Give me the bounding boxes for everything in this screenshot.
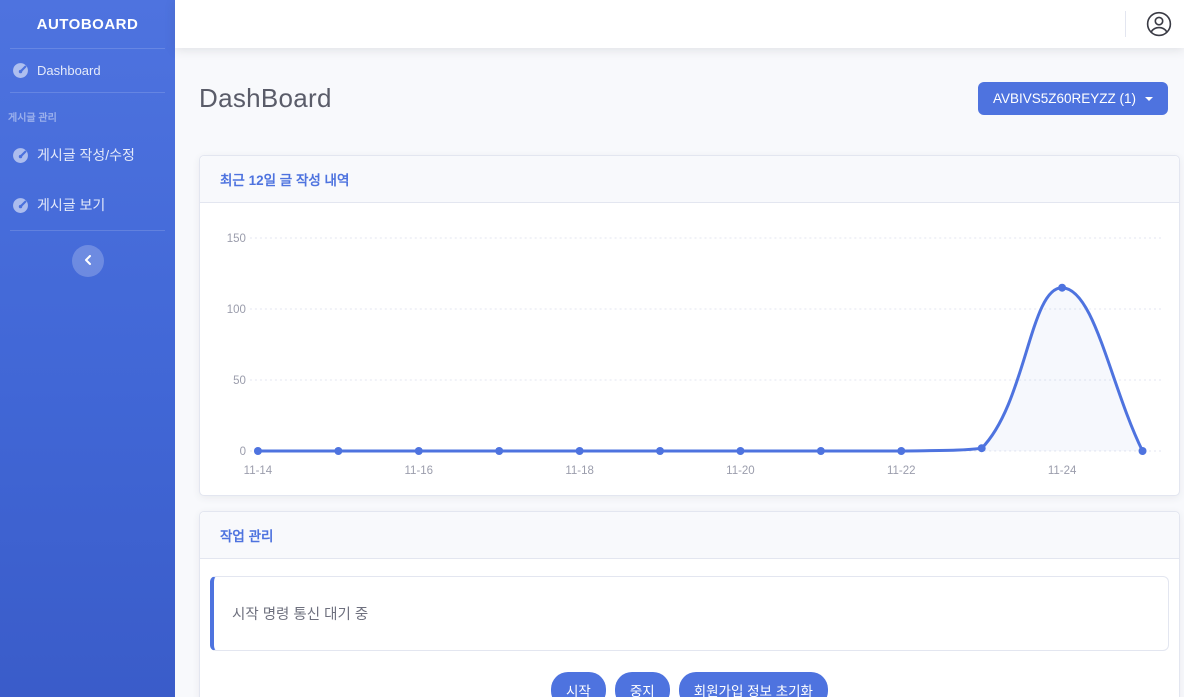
svg-text:11-18: 11-18 [565, 465, 594, 477]
svg-text:11-20: 11-20 [726, 465, 755, 477]
task-button-row: 시작 중지 회원가입 정보 초기화 [210, 672, 1169, 697]
page-header: DashBoard AVBIVS5Z60REYZZ (1) [199, 82, 1180, 115]
svg-text:11-14: 11-14 [244, 465, 273, 477]
chevron-left-icon [84, 254, 92, 268]
sidebar-item-label: 게시글 작성/수정 [37, 147, 135, 163]
tachometer-icon [12, 147, 29, 164]
svg-text:11-22: 11-22 [887, 465, 916, 477]
sidebar-divider [10, 48, 165, 49]
user-circle-icon [1146, 11, 1172, 37]
stop-button[interactable]: 중지 [614, 672, 670, 697]
user-menu-button[interactable] [1146, 11, 1172, 37]
status-message: 시작 명령 통신 대기 중 [232, 607, 369, 623]
task-card-body: 시작 명령 통신 대기 중 시작 중지 회원가입 정보 초기화 [200, 559, 1179, 697]
sidebar-item-label: 게시글 보기 [37, 197, 106, 213]
task-card: 작업 관리 시작 명령 통신 대기 중 시작 중지 회원가입 정보 초기화 [199, 511, 1180, 697]
svg-text:11-24: 11-24 [1048, 465, 1077, 477]
tachometer-icon [12, 197, 29, 214]
task-card-title: 작업 관리 [200, 512, 1179, 559]
brand-link[interactable]: AUTOBOARD [36, 15, 139, 33]
sidebar-item-post-view[interactable]: 게시글 보기 [0, 180, 175, 230]
account-dropdown-label: AVBIVS5Z60REYZZ (1) [992, 91, 1136, 106]
chart-card: 최근 12일 글 작성 내역 0 50 100 150 11-14 11-16 11-18 1… [199, 155, 1180, 496]
sidebar-divider [10, 92, 165, 93]
caret-down-icon [1145, 96, 1153, 105]
chart-card-body: 0 50 100 150 11-14 11-16 11-18 11-20 11-22 11-24 [200, 203, 1179, 495]
account-dropdown-button[interactable]: AVBIVS5Z60REYZZ (1) [977, 82, 1168, 115]
posts-line-chart: 0 50 100 150 11-14 11-16 11-18 11-20 11-22 11-24 [227, 233, 1162, 477]
sidebar: AUTOBOARD Dashboard 게시글 관리 게시글 작성/수정 게시글… [0, 0, 175, 697]
sidebar-item-label: Dashboard [37, 63, 101, 78]
svg-text:150: 150 [227, 233, 246, 245]
svg-text:0: 0 [240, 446, 246, 458]
svg-text:50: 50 [233, 375, 246, 387]
page-title: DashBoard [199, 83, 332, 113]
main-area: DashBoard AVBIVS5Z60REYZZ (1) 최근 12일 글 작… [175, 0, 1184, 697]
sidebar-item-post-edit[interactable]: 게시글 작성/수정 [0, 130, 175, 180]
tachometer-icon [12, 62, 29, 79]
svg-text:11-16: 11-16 [405, 465, 434, 477]
sidebar-item-dashboard[interactable]: Dashboard [0, 49, 175, 92]
chart-card-title: 최근 12일 글 작성 내역 [200, 156, 1179, 203]
topbar-divider [1125, 11, 1126, 37]
svg-text:100: 100 [227, 304, 246, 316]
reset-signup-info-button[interactable]: 회원가입 정보 초기화 [678, 672, 828, 697]
sidebar-divider [10, 230, 165, 231]
page-content: DashBoard AVBIVS5Z60REYZZ (1) 최근 12일 글 작… [175, 48, 1184, 697]
status-message-box: 시작 명령 통신 대기 중 [210, 576, 1169, 651]
start-button[interactable]: 시작 [551, 672, 606, 697]
topbar [175, 0, 1184, 48]
sidebar-collapse-button[interactable] [71, 245, 104, 277]
sidebar-section-heading: 게시글 관리 [8, 113, 57, 124]
